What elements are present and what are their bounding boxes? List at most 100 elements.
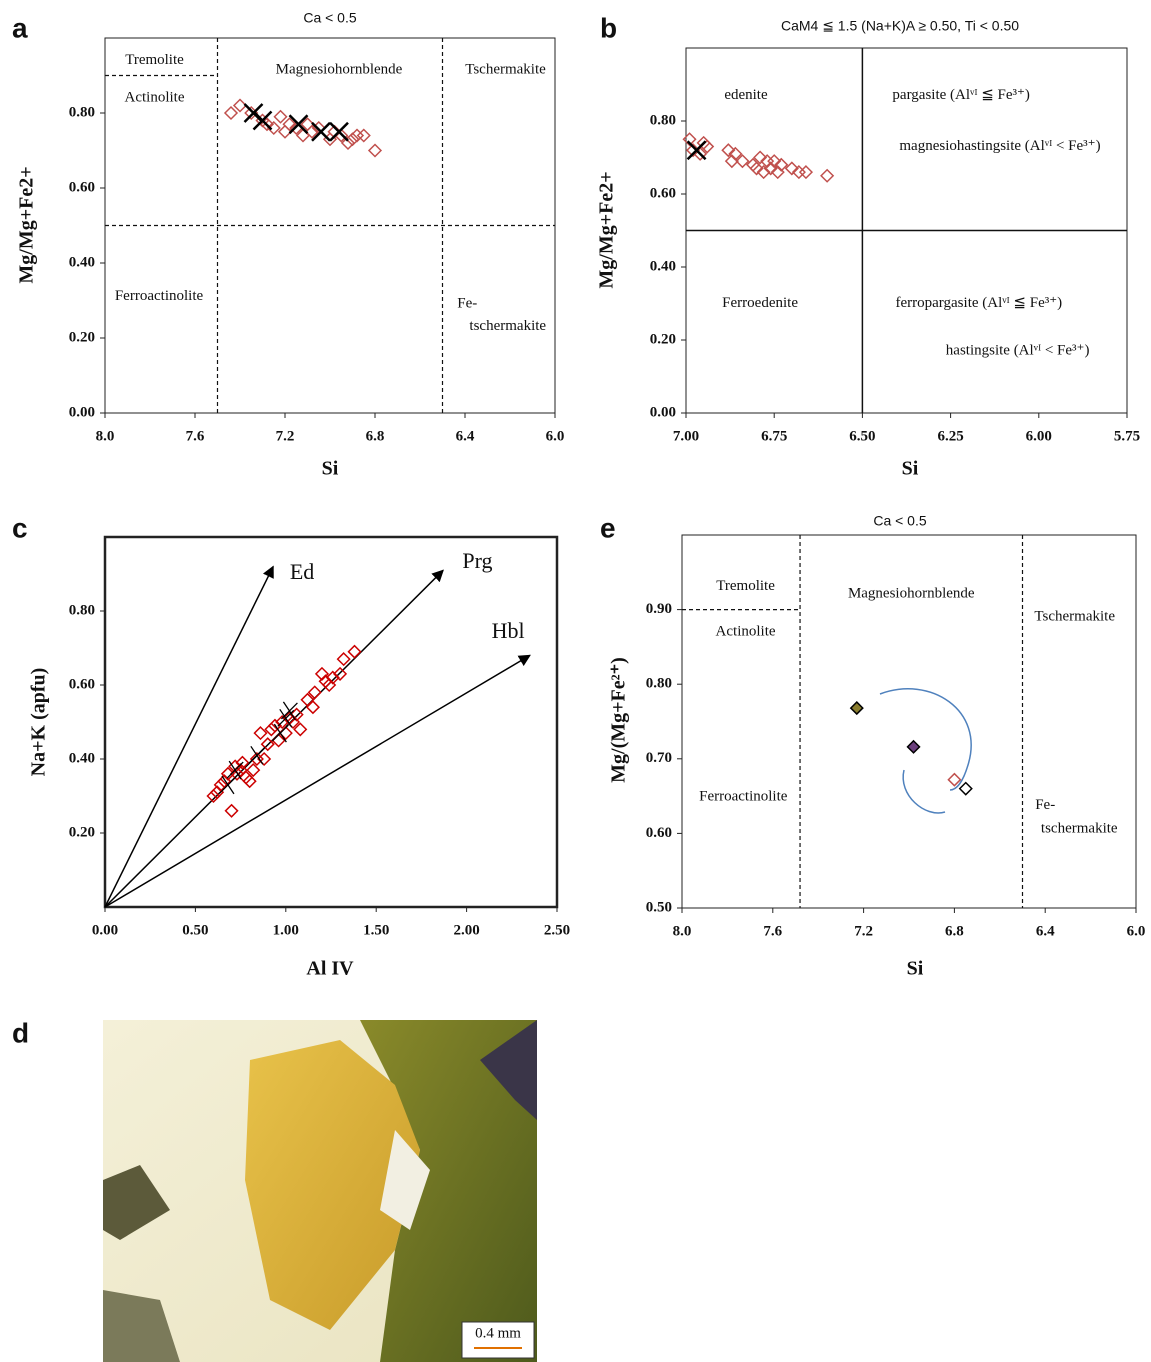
- scale-label: 0.4 mm: [475, 1325, 521, 1341]
- y-tick-label: 0.80: [650, 112, 676, 128]
- diamond-marker: [213, 777, 228, 792]
- y-axis-label: Mg/Mg+Fe2+: [16, 166, 38, 283]
- x-tick-label: 1.50: [363, 922, 389, 938]
- diamond-marker: [289, 707, 304, 722]
- line-label: Ed: [290, 559, 314, 584]
- panel-letter: d: [12, 1017, 29, 1048]
- x-tick-label: 6.4: [1036, 923, 1055, 939]
- diamond-marker: [735, 154, 750, 169]
- chart-title: Ca < 0.5: [873, 513, 927, 529]
- region-label: Ferroactinolite: [115, 288, 204, 304]
- x-tick-label: 7.00: [673, 428, 699, 444]
- panel: e Ca < 0.5 Si Mg/(Mg+Fe²⁺) 8.0 7.6 7.2 6.8 6.4 6.…: [600, 512, 1145, 979]
- y-axis-label: Na+K (apfu): [28, 668, 50, 777]
- y-tick-label: 0.20: [650, 331, 676, 347]
- region-label: hastingsite (Alᵛᴵ < Fe³⁺): [946, 342, 1090, 358]
- diamond-marker: [767, 154, 782, 169]
- panel-letter: c: [12, 512, 28, 543]
- diamond-marker: [277, 124, 293, 139]
- diamond-marker: [367, 143, 383, 158]
- region-label: Tschermakite: [465, 61, 546, 77]
- y-tick-label: 0.60: [69, 676, 95, 692]
- y-tick-label: 0.80: [69, 602, 95, 618]
- y-tick-label: 0.50: [646, 899, 672, 915]
- diamond-marker: [304, 124, 320, 139]
- region-label: Ferroactinolite: [699, 788, 788, 804]
- diamond-marker: [267, 718, 283, 733]
- y-tick-label: 0.80: [69, 104, 95, 120]
- x-marker: [252, 110, 273, 131]
- diamond-marker: [257, 751, 272, 767]
- region-label: Ferroedenite: [722, 295, 798, 311]
- diamond-marker: [235, 755, 250, 770]
- diamond-marker: [340, 135, 356, 151]
- diamond-marker: [345, 132, 360, 147]
- plus-marker: [219, 775, 237, 795]
- x-tick-label: 0.50: [182, 922, 208, 938]
- x-tick-label: 6.25: [937, 428, 963, 444]
- y-tick-label: 0.90: [646, 601, 672, 617]
- photomicrograph: [103, 1020, 537, 1362]
- diamond-marker: [246, 763, 261, 778]
- x-tick-label: 6.0: [1127, 923, 1146, 939]
- y-axis-label: Mg/Mg+Fe2+: [596, 171, 618, 288]
- panel: a Ca < 0.5 Si Mg/Mg+Fe2+ 8.0 7.6 7.2 6.8 6.4 6.0 0…: [12, 10, 564, 480]
- x-axis-label: Si: [322, 458, 339, 480]
- x-tick-label: 6.4: [456, 428, 475, 444]
- reference-line: [104, 654, 531, 908]
- x-tick-label: 8.0: [96, 428, 115, 444]
- diamond-marker: [264, 722, 279, 737]
- region-label: ferropargasite (Alᵛᴵ ≦ Fe³⁺): [896, 295, 1063, 311]
- region-label: pargasite (Alᵛᴵ ≦ Fe³⁺): [892, 87, 1030, 103]
- region-label: edenite: [724, 87, 768, 103]
- x-tick-label: 6.0: [546, 428, 565, 444]
- x-tick-label: 1.00: [273, 922, 299, 938]
- diamond-marker: [242, 774, 257, 789]
- diamond-marker: [260, 737, 275, 752]
- x-tick-label: 6.00: [1026, 428, 1052, 444]
- diamond-marker: [849, 701, 864, 716]
- x-tick-label: 7.6: [763, 923, 782, 939]
- x-tick-label: 6.8: [366, 428, 385, 444]
- diamond-marker: [958, 781, 973, 796]
- x-tick-label: 8.0: [673, 923, 692, 939]
- region-label: Tremolite: [716, 578, 775, 594]
- diamond-marker: [784, 161, 799, 176]
- diamond-marker: [753, 150, 768, 165]
- chart-title: Ca < 0.5: [303, 10, 357, 26]
- diamond-marker: [206, 788, 221, 804]
- diamond-marker: [253, 726, 268, 741]
- diamond-marker: [336, 652, 351, 667]
- x-tick-label: 5.75: [1114, 428, 1140, 444]
- scale-box: [461, 1321, 535, 1359]
- diamond-marker: [282, 117, 297, 132]
- line-label: Prg: [462, 548, 492, 573]
- decorative-curve: [902, 769, 946, 814]
- region-label: Actinolite: [125, 89, 185, 105]
- decorative-curve: [879, 688, 972, 791]
- x-tick-label: 0.00: [92, 922, 118, 938]
- x-marker: [686, 140, 707, 161]
- diamond-marker: [682, 132, 697, 147]
- diamond-marker: [347, 644, 362, 659]
- x-marker: [288, 114, 309, 135]
- chart-title: CaM4 ≦ 1.5 (Na+K)A ≥ 0.50, Ti < 0.50: [781, 18, 1019, 34]
- diamond-marker: [305, 700, 320, 715]
- region-label: Fe-: [1035, 797, 1055, 813]
- y-tick-label: 0.20: [69, 329, 95, 345]
- y-tick-label: 0.40: [650, 258, 676, 274]
- plot-frame: [681, 534, 1137, 909]
- plus-marker: [248, 745, 266, 765]
- x-axis-label: Si: [907, 958, 924, 980]
- diamond-marker: [293, 722, 308, 737]
- x-tick-label: 2.50: [544, 922, 570, 938]
- panel: c Al IV Na+K (apfu) 0.00 0.50 1.00 1.50 2.00 2.5…: [12, 512, 570, 979]
- region-label: Tschermakite: [1034, 608, 1115, 624]
- x-marker: [329, 121, 349, 142]
- panel-letter: b: [600, 12, 617, 43]
- plot-frame: [103, 535, 559, 909]
- region-label: magnesiohastingsite (Alᵛᴵ < Fe³⁺): [899, 138, 1100, 154]
- panel: b CaM4 ≦ 1.5 (Na+K)A ≥ 0.50, Ti < 0.50 Si M…: [596, 12, 1141, 479]
- diamond-marker: [906, 739, 921, 754]
- panel-letter: e: [600, 512, 616, 543]
